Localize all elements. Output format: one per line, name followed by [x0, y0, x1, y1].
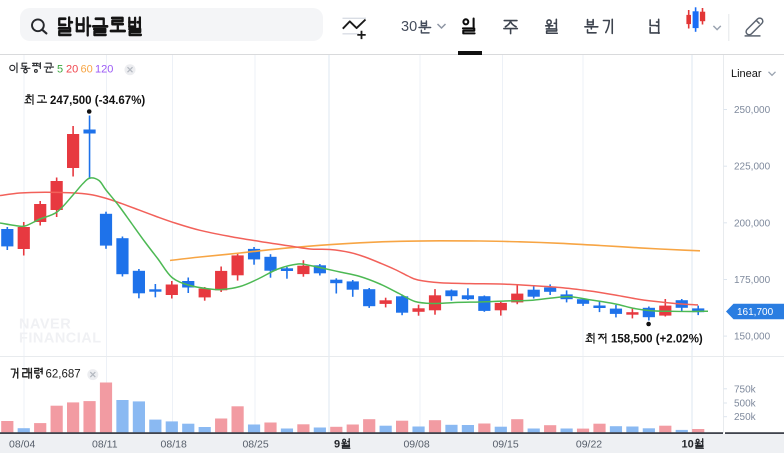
svg-text:5: 5: [57, 64, 63, 76]
svg-text:08/25: 08/25: [242, 438, 268, 450]
svg-text:9: 9: [334, 439, 340, 451]
svg-text:247,500 (-34.67%): 247,500 (-34.67%): [50, 95, 145, 107]
svg-text:Linear: Linear: [731, 68, 762, 80]
svg-text:750k: 750k: [734, 384, 757, 395]
svg-text:FINANCIAL: FINANCIAL: [19, 331, 102, 347]
svg-text:60: 60: [81, 64, 93, 76]
svg-text:120: 120: [95, 64, 113, 76]
svg-text:225,000: 225,000: [734, 162, 771, 173]
svg-text:175,000: 175,000: [734, 275, 771, 286]
svg-text:200,000: 200,000: [734, 218, 771, 229]
svg-text:08/04: 08/04: [9, 438, 35, 450]
svg-text:09/08: 09/08: [403, 438, 429, 450]
svg-text:20: 20: [66, 64, 78, 76]
svg-text:10: 10: [682, 439, 694, 451]
svg-text:250,000: 250,000: [734, 105, 771, 116]
svg-text:250k: 250k: [734, 412, 757, 423]
svg-text:NAVER: NAVER: [19, 317, 71, 333]
svg-text:150,000: 150,000: [734, 332, 771, 343]
svg-text:62,687: 62,687: [46, 369, 81, 381]
svg-text:500k: 500k: [734, 399, 757, 410]
svg-text:158,500 (+2.02%): 158,500 (+2.02%): [611, 333, 703, 345]
svg-text:161,700: 161,700: [737, 307, 774, 318]
svg-text:08/18: 08/18: [161, 438, 187, 450]
svg-text:08/11: 08/11: [92, 438, 118, 450]
svg-text:09/15: 09/15: [492, 438, 518, 450]
svg-text:30: 30: [401, 19, 417, 35]
svg-text:09/22: 09/22: [576, 438, 602, 450]
